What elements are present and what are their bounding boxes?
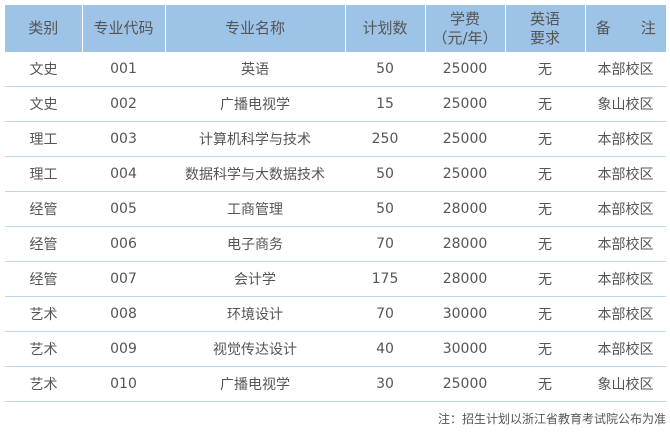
cell-tuition: 25000 [425,121,505,157]
cell-tuition: 28000 [425,226,505,262]
cell-remarks: 本部校区 [585,226,666,262]
cell-plan-count: 175 [345,261,425,297]
cell-tuition: 28000 [425,261,505,297]
cell-major-name: 数据科学与大数据技术 [165,156,345,192]
cell-category: 经管 [5,261,82,297]
cell-remarks: 本部校区 [585,261,666,297]
cell-category: 艺术 [5,331,82,367]
cell-plan-count: 50 [345,156,425,192]
cell-category: 理工 [5,156,82,192]
cell-category: 艺术 [5,296,82,332]
cell-category: 艺术 [5,366,82,402]
cell-major-code: 005 [82,191,165,227]
header-remarks: 备 注 [584,5,666,52]
cell-english-req: 无 [505,296,585,332]
cell-remarks: 本部校区 [585,121,666,157]
cell-major-code: 003 [82,121,165,157]
cell-remarks: 象山校区 [585,86,666,122]
table-row: 理工 004 数据科学与大数据技术 50 25000 无本部校区 [5,156,666,192]
table-row: 文史 001 英语 50 25000 无本部校区 [5,52,666,87]
cell-major-name: 广播电视学 [165,366,345,402]
cell-tuition: 30000 [425,331,505,367]
cell-major-name: 工商管理 [165,191,345,227]
cell-english-req: 无 [505,52,585,87]
cell-category: 文史 [5,52,82,87]
cell-plan-count: 70 [345,226,425,262]
table-row: 艺术 008 环境设计 70 30000 无本部校区 [5,296,666,332]
cell-remarks: 本部校区 [585,191,666,227]
cell-major-code: 010 [82,366,165,402]
cell-major-name: 电子商务 [165,226,345,262]
cell-major-code: 007 [82,261,165,297]
table-row: 理工 003 计算机科学与技术 250 25000 无本部校区 [5,121,666,157]
cell-english-req: 无 [505,261,585,297]
table-row: 艺术 010 广播电视学 30 25000 无象山校区 [5,366,666,402]
header-category: 类别 [5,5,82,52]
cell-english-req: 无 [505,121,585,157]
cell-english-req: 无 [505,226,585,262]
cell-plan-count: 70 [345,296,425,332]
cell-major-name: 英语 [165,52,345,87]
cell-category: 经管 [5,191,82,227]
cell-tuition: 30000 [425,296,505,332]
header-row: 类别 专业代码 专业名称 计划数 学费 （元/年） 英语 要求备 注 [5,5,666,52]
table-row: 经管 006 电子商务 70 28000 无本部校区 [5,226,666,262]
cell-category: 经管 [5,226,82,262]
cell-remarks: 本部校区 [585,52,666,87]
header-major-code: 专业代码 [81,5,165,52]
cell-category: 文史 [5,86,82,122]
cell-english-req: 无 [505,86,585,122]
cell-english-req: 无 [505,156,585,192]
cell-major-name: 广播电视学 [165,86,345,122]
cell-plan-count: 30 [345,366,425,402]
cell-plan-count: 50 [345,52,425,87]
cell-remarks: 象山校区 [585,366,666,402]
cell-tuition: 25000 [425,156,505,192]
table-row: 艺术 009 视觉传达设计 40 30000 无本部校区 [5,331,666,367]
cell-tuition: 25000 [425,366,505,402]
header-tuition: 学费 （元/年） [424,5,505,52]
cell-major-code: 001 [82,52,165,87]
cell-tuition: 28000 [425,191,505,227]
cell-major-name: 环境设计 [165,296,345,332]
cell-major-name: 视觉传达设计 [165,331,345,367]
cell-major-name: 会计学 [165,261,345,297]
cell-remarks: 本部校区 [585,296,666,332]
cell-major-code: 004 [82,156,165,192]
cell-plan-count: 40 [345,331,425,367]
cell-tuition: 25000 [425,86,505,122]
footnote: 注：招生计划以浙江省教育考试院公布为准 [437,412,666,426]
table-body: 文史 001 英语 50 25000 无本部校区 文史 002 广播电视学 15 25000 无象山校… [5,52,666,402]
header-major-name: 专业名称 [164,5,345,52]
cell-major-code: 002 [82,86,165,122]
cell-remarks: 本部校区 [585,156,666,192]
cell-major-code: 009 [82,331,165,367]
table-row: 文史 002 广播电视学 15 25000 无象山校区 [5,86,666,122]
cell-major-name: 计算机科学与技术 [165,121,345,157]
enrollment-table: 类别 专业代码 专业名称 计划数 学费 （元/年） 英语 要求备 注 文史 001 英语 50 250… [5,5,666,402]
cell-english-req: 无 [505,331,585,367]
cell-remarks: 本部校区 [585,331,666,367]
cell-english-req: 无 [505,366,585,402]
cell-plan-count: 250 [345,121,425,157]
cell-major-code: 006 [82,226,165,262]
table-row: 经管 007 会计学 175 28000 无本部校区 [5,261,666,297]
cell-major-code: 008 [82,296,165,332]
header-plan-count: 计划数 [344,5,425,52]
cell-category: 理工 [5,121,82,157]
cell-plan-count: 50 [345,191,425,227]
cell-english-req: 无 [505,191,585,227]
cell-tuition: 25000 [425,52,505,87]
cell-plan-count: 15 [345,86,425,122]
table-row: 经管 005 工商管理 50 28000 无本部校区 [5,191,666,227]
header-english-req: 英语 要求 [504,5,585,52]
